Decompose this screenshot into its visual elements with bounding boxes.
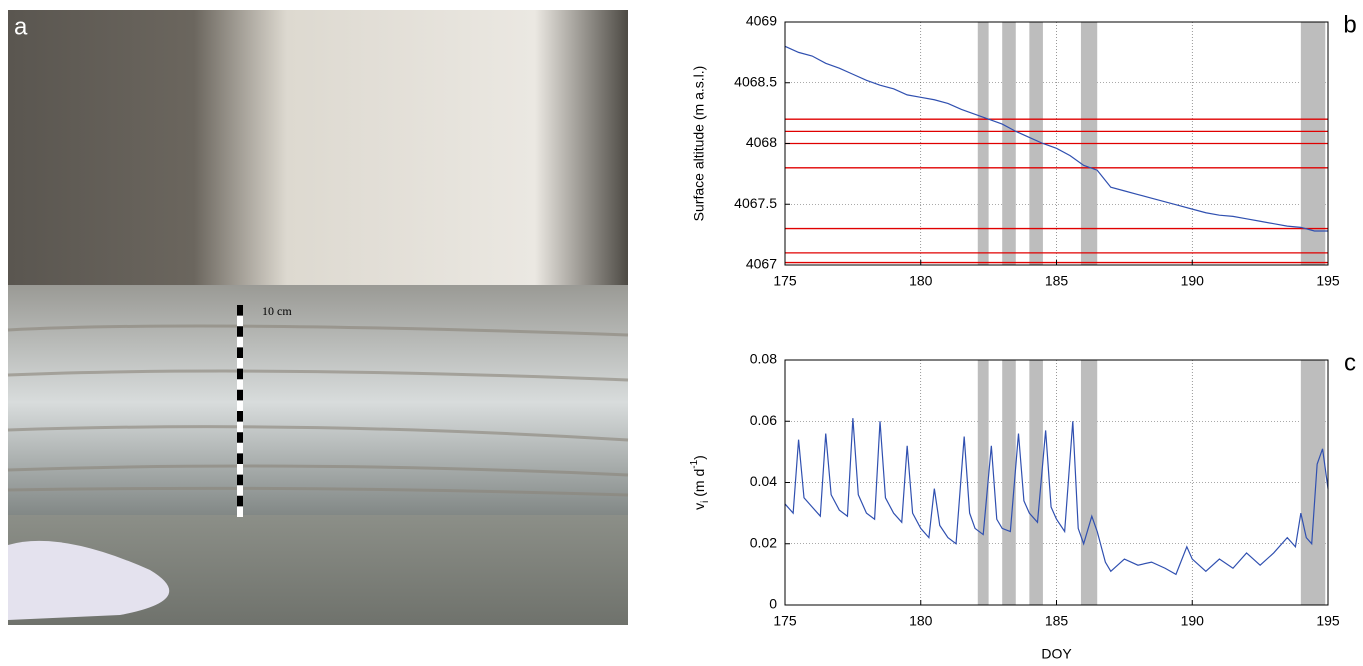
x-tick-label: 195 — [1316, 273, 1340, 289]
y-tick-label: 0.08 — [750, 351, 777, 367]
x-tick-label: 190 — [1181, 613, 1205, 629]
shaded-span — [1080, 360, 1098, 605]
shaded-span — [1002, 360, 1016, 605]
y-tick-label: 4069 — [746, 13, 777, 29]
y-axis-label-part: ) — [691, 455, 707, 460]
photo-ice — [8, 285, 628, 520]
y-tick-label: 4067.5 — [734, 195, 777, 211]
panel-label: c — [1344, 349, 1356, 376]
x-tick-label: 175 — [773, 273, 797, 289]
panel-label: b — [1343, 11, 1356, 38]
x-tick-label: 185 — [1045, 613, 1069, 629]
photo-layers — [7, 324, 629, 497]
data-line — [784, 418, 1329, 576]
shaded-span — [1029, 360, 1043, 605]
y-axis-label-part: (m d — [691, 469, 707, 501]
y-axis-label-part: i — [700, 501, 711, 503]
photo-rock — [8, 10, 628, 300]
y-tick-label: 0.06 — [750, 412, 777, 428]
y-tick-label: 0.04 — [750, 473, 777, 489]
photo: 10 cm a — [7, 10, 629, 625]
shaded-span — [1300, 360, 1326, 605]
scale-label: 10 cm — [262, 304, 292, 318]
x-tick-label: 180 — [909, 613, 933, 629]
x-tick-label: 195 — [1316, 613, 1340, 629]
x-tick-label: 180 — [909, 273, 933, 289]
x-tick-label: 175 — [773, 613, 797, 629]
y-axis-label-part: -1 — [689, 459, 700, 468]
shaded-span — [977, 360, 989, 605]
y-tick-label: 4068.5 — [734, 73, 777, 89]
y-tick-label: 4068 — [746, 134, 777, 150]
y-tick-label: 4067 — [746, 256, 777, 272]
panel-label: a — [14, 13, 28, 40]
x-tick-label: 185 — [1045, 273, 1069, 289]
photo-snow — [8, 540, 170, 620]
x-tick-label: 190 — [1181, 273, 1205, 289]
data-line — [784, 45, 1328, 232]
y-tick-label: 0.02 — [750, 534, 777, 550]
y-axis-label-part: v — [691, 503, 707, 510]
y-axis-label: Surface altitude (m a.s.l.) — [691, 66, 707, 222]
y-tick-label: 0 — [769, 596, 777, 612]
x-axis-label: DOY — [1041, 646, 1072, 662]
y-axis-label: vi (m d-1) — [689, 455, 711, 510]
